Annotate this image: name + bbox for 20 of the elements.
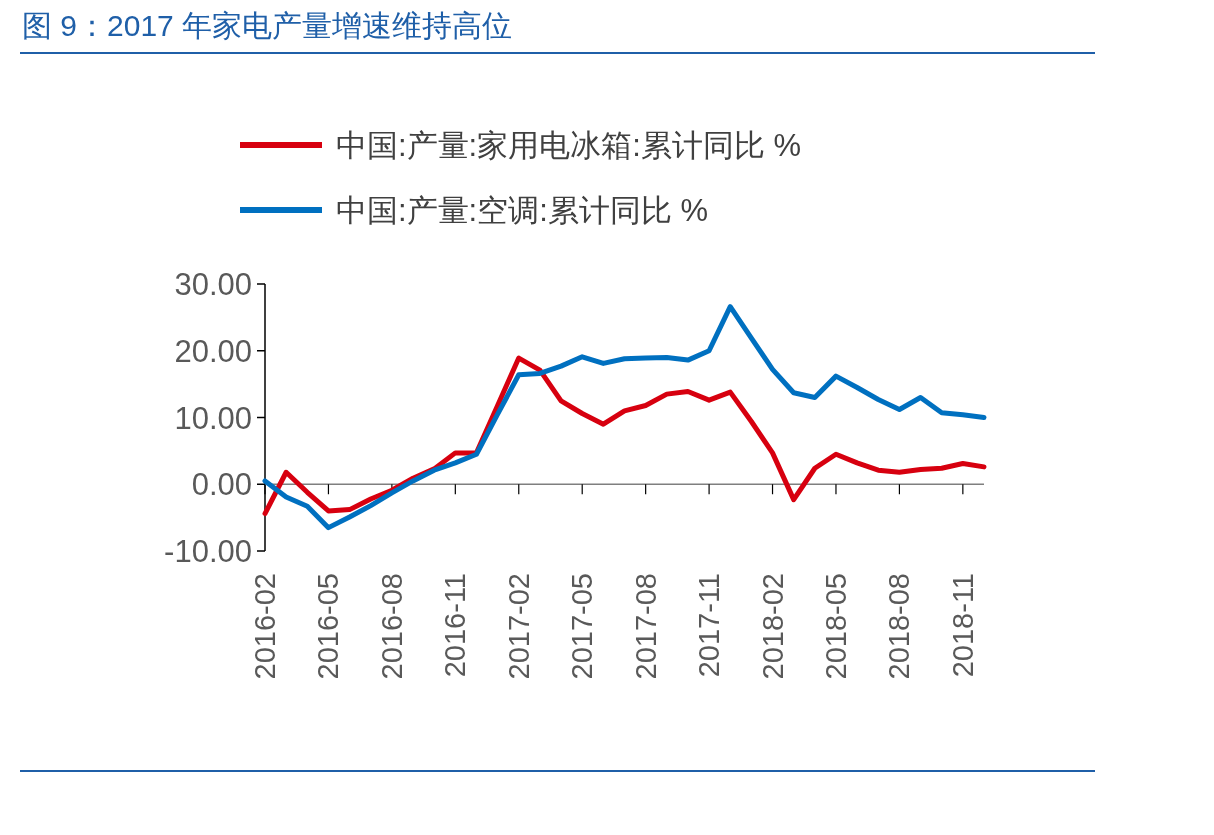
x-tick-label: 2018-02 [756,573,789,680]
x-tick-label: 2018-11 [946,573,979,678]
x-tick-label: 2017-05 [566,573,599,680]
y-tick-label: 30.00 [174,267,252,302]
x-tick-label: 2016-11 [439,573,472,678]
x-tick-label: 2018-08 [883,573,916,680]
legend-label: 中国:产量:空调:累计同比 % [336,193,709,228]
x-tick-label: 2016-08 [375,573,408,680]
y-tick-label: -10.00 [164,534,252,569]
y-tick-label: 0.00 [191,467,252,503]
x-tick-label: 2018-05 [819,573,852,680]
y-tick-label: 10.00 [174,400,252,436]
x-tick-label: 2017-11 [693,573,726,678]
y-tick-label: 20.00 [174,333,252,369]
x-tick-label: 2016-05 [312,573,345,680]
x-tick-label: 2017-08 [629,573,662,680]
title: 图 9：2017 年家电产量增速维持高位 [22,9,513,42]
legend-label: 中国:产量:家用电冰箱:累计同比 % [336,128,802,163]
x-tick-label: 2016-02 [249,573,281,680]
x-tick-label: 2017-02 [502,573,535,680]
